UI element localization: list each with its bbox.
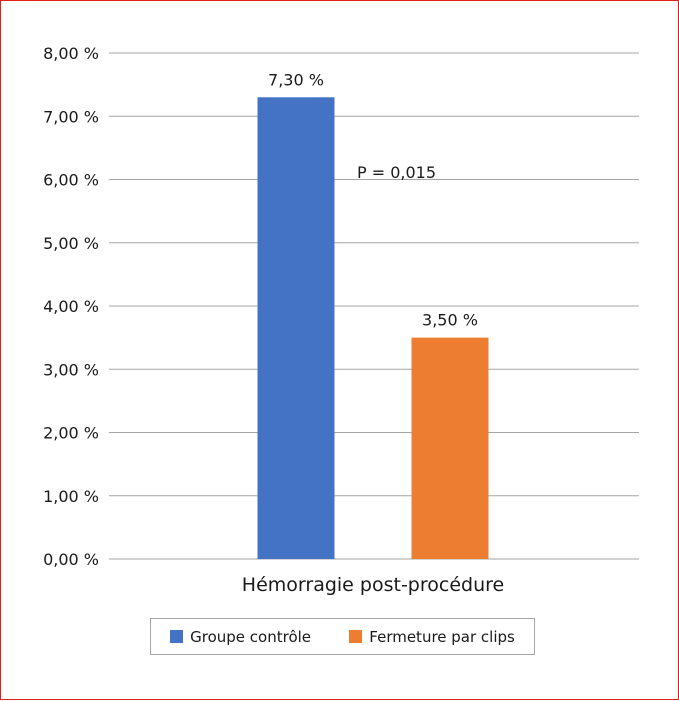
legend-swatch-fermeture-par-clips bbox=[349, 630, 363, 643]
y-tick-label: 2,00 % bbox=[43, 424, 99, 443]
y-tick-label: 4,00 % bbox=[43, 297, 99, 316]
data-label-fermeture-par-clips: 3,50 % bbox=[422, 311, 478, 330]
y-tick-label: 8,00 % bbox=[43, 44, 99, 63]
p-value-annotation: P = 0,015 bbox=[357, 163, 436, 182]
legend-item-groupe-controle: Groupe contrôle bbox=[170, 628, 311, 646]
legend-label-fermeture-par-clips: Fermeture par clips bbox=[369, 627, 515, 646]
bar-fermeture-par-clips bbox=[411, 337, 489, 559]
y-tick-label: 0,00 % bbox=[43, 550, 99, 569]
y-axis-tick-labels: 0,00 % 1,00 % 2,00 % 3,00 % 4,00 % 5,00 % 6,00… bbox=[43, 44, 99, 569]
y-tick-label: 3,00 % bbox=[43, 360, 99, 379]
y-tick-label: 5,00 % bbox=[43, 234, 99, 253]
legend-label-groupe-controle: Groupe contrôle bbox=[190, 627, 312, 646]
y-tick-label: 1,00 % bbox=[43, 487, 99, 506]
data-labels: 7,30 % 3,50 % bbox=[268, 70, 478, 329]
y-tick-label: 7,00 % bbox=[43, 107, 99, 126]
bar-groupe-controle bbox=[257, 97, 335, 560]
x-category-label: Hémorragie post-procédure bbox=[242, 574, 504, 596]
grid-lines bbox=[109, 52, 639, 560]
data-label-groupe-controle: 7,30 % bbox=[268, 70, 324, 89]
legend: Groupe contrôle Fermeture par clips bbox=[150, 618, 535, 655]
legend-item-fermeture-par-clips: Fermeture par clips bbox=[349, 628, 515, 646]
legend-swatch-groupe-controle bbox=[170, 630, 184, 643]
y-tick-label: 6,00 % bbox=[43, 171, 99, 190]
bars bbox=[257, 97, 489, 560]
